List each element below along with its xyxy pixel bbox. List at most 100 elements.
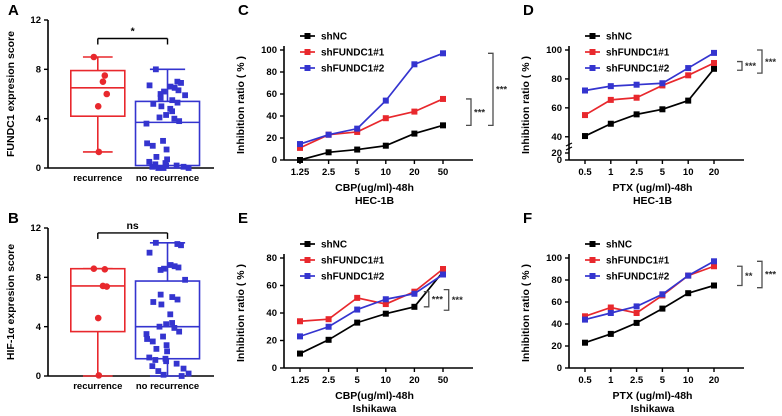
svg-text:10: 10: [683, 375, 694, 386]
svg-text:5: 5: [355, 167, 361, 178]
svg-text:***: ***: [765, 270, 776, 281]
svg-text:60: 60: [266, 281, 277, 292]
svg-text:Ishikawa: Ishikawa: [353, 403, 397, 415]
svg-text:shFUNDC1#2: shFUNDC1#2: [321, 272, 385, 283]
svg-text:FUNDC1 expresion score: FUNDC1 expresion score: [5, 31, 17, 157]
svg-text:***: ***: [474, 107, 485, 118]
svg-text:20: 20: [266, 133, 277, 144]
svg-text:5: 5: [355, 375, 361, 386]
svg-text:shNC: shNC: [321, 240, 347, 251]
panel-d-label: D: [523, 2, 534, 19]
svg-text:no recurrence: no recurrence: [136, 173, 199, 184]
svg-text:8: 8: [36, 65, 41, 76]
svg-text:40: 40: [551, 132, 562, 143]
svg-text:2.5: 2.5: [630, 167, 644, 178]
svg-text:recurrence: recurrence: [73, 381, 122, 392]
svg-text:1: 1: [608, 375, 614, 386]
svg-text:40: 40: [551, 319, 562, 330]
svg-text:4: 4: [36, 114, 42, 125]
svg-text:***: ***: [745, 61, 756, 72]
svg-text:HIF-1α expresion score: HIF-1α expresion score: [5, 244, 17, 360]
panel-a: A 0 4 8 12 FUNDC1 expresion score recurrence n…: [0, 0, 230, 208]
svg-text:HEC-1B: HEC-1B: [633, 195, 673, 207]
svg-text:20: 20: [551, 148, 562, 159]
panel-a-chart: 0 4 8 12 FUNDC1 expresion score recurrence no …: [5, 15, 214, 184]
svg-text:2.5: 2.5: [322, 375, 336, 386]
panel-a-label: A: [8, 2, 19, 19]
svg-text:20: 20: [551, 341, 562, 352]
svg-text:Inhibition ratio ( % ): Inhibition ratio ( % ): [235, 56, 247, 154]
svg-text:5: 5: [660, 375, 666, 386]
svg-text:0.5: 0.5: [578, 375, 592, 386]
panel-d: D 40 60 80 100 0 20 0.5 1 2.5 5 10 20 PTX (ug/ml)-48…: [515, 0, 782, 208]
svg-text:20: 20: [709, 375, 720, 386]
svg-text:10: 10: [683, 167, 694, 178]
svg-text:shNC: shNC: [606, 240, 632, 251]
svg-text:2.5: 2.5: [630, 375, 644, 386]
svg-text:***: ***: [765, 57, 776, 68]
svg-text:5: 5: [660, 167, 666, 178]
svg-text:60: 60: [551, 297, 562, 308]
svg-text:shFUNDC1#2: shFUNDC1#2: [321, 64, 385, 75]
svg-text:1.25: 1.25: [291, 375, 310, 386]
panel-c-chart: 0 20 40 60 80 100 1.25 2.5 5 10 20 50 CBP(ug/ml)-48h…: [235, 32, 507, 208]
svg-text:40: 40: [266, 111, 277, 122]
svg-text:shFUNDC1#1: shFUNDC1#1: [606, 256, 670, 267]
svg-text:50: 50: [438, 167, 449, 178]
svg-text:0: 0: [557, 155, 562, 166]
svg-text:no recurrence: no recurrence: [136, 381, 199, 392]
panel-f: F 0 20 40 60 80 100 0.5 1 2.5 5 10 20 PTX (ug/ml)-48…: [515, 208, 782, 416]
svg-text:0.5: 0.5: [578, 167, 592, 178]
svg-text:10: 10: [381, 375, 392, 386]
svg-text:12: 12: [30, 223, 41, 234]
svg-text:80: 80: [266, 67, 277, 78]
panel-e: E 0 20 40 60 80 1.25 2.5 5 10 20 50 CBP(ug/ml)-48h I…: [230, 208, 515, 416]
svg-text:Ishikawa: Ishikawa: [631, 403, 675, 415]
svg-text:*: *: [131, 26, 136, 38]
svg-text:shFUNDC1#2: shFUNDC1#2: [606, 272, 670, 283]
svg-text:1: 1: [608, 167, 614, 178]
svg-text:shFUNDC1#2: shFUNDC1#2: [606, 64, 670, 75]
svg-text:12: 12: [30, 15, 41, 26]
panel-b-chart: 0 4 8 12 HIF-1α expresion score recurrence no …: [5, 220, 214, 392]
svg-text:0: 0: [272, 363, 277, 374]
svg-text:shNC: shNC: [321, 32, 347, 43]
panel-f-label: F: [523, 210, 533, 227]
svg-text:ns: ns: [127, 220, 139, 232]
svg-text:HEC-1B: HEC-1B: [355, 195, 395, 207]
svg-text:80: 80: [266, 253, 277, 264]
svg-text:CBP(ug/ml)-48h: CBP(ug/ml)-48h: [335, 182, 414, 194]
svg-text:Inhibition ratio ( % ): Inhibition ratio ( % ): [520, 264, 532, 362]
panel-b-label: B: [8, 210, 19, 227]
panel-e-label: E: [238, 210, 249, 227]
panel-b: B 0 4 8 12 HIF-1α expresion score recurrence n…: [0, 208, 230, 416]
svg-text:10: 10: [381, 167, 392, 178]
svg-text:60: 60: [266, 89, 277, 100]
svg-text:50: 50: [438, 375, 449, 386]
svg-text:0: 0: [36, 163, 41, 174]
svg-text:***: ***: [432, 294, 443, 305]
svg-text:***: ***: [496, 85, 507, 96]
svg-text:20: 20: [709, 167, 720, 178]
svg-text:0: 0: [36, 371, 41, 382]
svg-text:Inhibition ratio ( % ): Inhibition ratio ( % ): [235, 264, 247, 362]
svg-text:PTX (ug/ml)-48h: PTX (ug/ml)-48h: [613, 390, 693, 402]
svg-text:***: ***: [452, 295, 463, 306]
panel-e-chart: 0 20 40 60 80 1.25 2.5 5 10 20 50 CBP(ug/ml)-48hIsh…: [235, 240, 473, 415]
svg-text:20: 20: [409, 167, 420, 178]
svg-text:0: 0: [272, 155, 277, 166]
svg-text:shFUNDC1#1: shFUNDC1#1: [321, 48, 385, 59]
svg-text:80: 80: [551, 275, 562, 286]
svg-text:40: 40: [266, 308, 277, 319]
svg-text:100: 100: [546, 253, 562, 264]
svg-text:60: 60: [551, 103, 562, 114]
svg-text:2.5: 2.5: [322, 167, 336, 178]
svg-text:shFUNDC1#1: shFUNDC1#1: [606, 48, 670, 59]
panel-c: C 0 20 40 60 80 100 1.25 2.5 5 10 20 50 CBP(ug/ml)-4…: [230, 0, 515, 208]
svg-text:recurrence: recurrence: [73, 173, 122, 184]
svg-text:100: 100: [546, 45, 562, 56]
svg-text:20: 20: [266, 336, 277, 347]
